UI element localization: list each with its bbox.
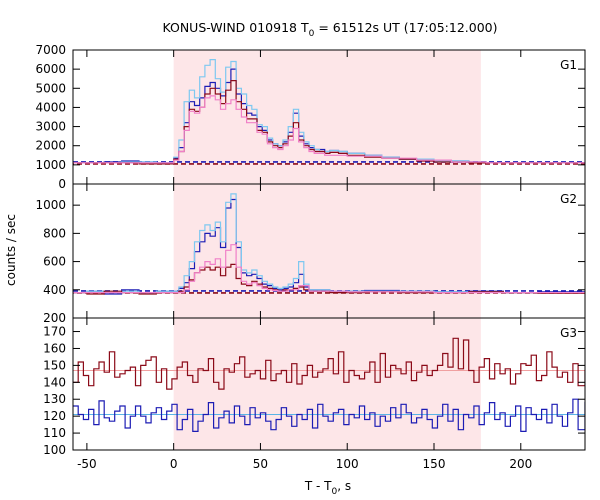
x-tick-label: -50 [77,457,97,471]
burst-interval-shading [173,318,481,450]
series-hard-red [73,337,585,390]
burst-interval-shading [173,184,481,318]
x-tick-label: 100 [336,457,359,471]
y-tick-label: 7000 [35,43,66,57]
y-tick-label: 3000 [35,120,66,134]
panel-label: G2 [560,192,577,206]
panel-label: G1 [560,58,577,72]
panels: 01000200030004000500060007000G1200400600… [35,43,586,471]
y-tick-label: 100 [43,443,66,457]
x-axis-label: T - T0, s [304,479,351,497]
x-tick-label: 0 [170,457,178,471]
figure-title: KONUS-WIND 010918 T0 = 61512s UT (17:05:… [162,20,497,39]
x-tick-label: 200 [509,457,532,471]
y-tick-label: 2000 [35,139,66,153]
x-tick-label: 50 [253,457,268,471]
y-tick-label: 400 [43,283,66,297]
y-tick-label: 5000 [35,81,66,95]
plot-area [73,193,585,295]
y-axis-label: counts / sec [4,214,18,286]
y-tick-label: 1000 [35,158,66,172]
y-tick-label: 0 [58,177,66,191]
plot-area [73,337,585,432]
series-total-dark [73,398,585,432]
y-tick-label: 130 [43,392,66,406]
y-tick-label: 120 [43,409,66,423]
series-soft-pink [73,95,585,164]
panel-g2: 200 400 600 800 1000 G2 [35,183,586,325]
y-tick-label: 150 [43,358,66,372]
panel-g3: 100 110 120 130 140 150 160 170 -50 0 50 100 150 200 G… [43,317,586,471]
y-tick-label: 110 [43,426,66,440]
y-tick-label: 600 [43,255,66,269]
y-tick-label: 140 [43,375,66,389]
y-tick-label: 170 [43,325,66,339]
y-tick-label: 1000 [35,198,66,212]
series-hard-red [73,80,585,165]
y-tick-label: 4000 [35,100,66,114]
y-tick-label: 6000 [35,62,66,76]
y-tick-label: 800 [43,226,66,240]
plot-area [73,59,585,165]
series-hard-red [73,263,585,295]
panel-label: G3 [560,326,577,340]
panel-g1: 0 1000 2000 3000 4000 5000 6000 7000 G1 [35,43,586,191]
y-tick-label: 160 [43,341,66,355]
x-tick-label: 150 [423,457,446,471]
series-soft-pink [73,244,585,294]
y-tick-label: 200 [43,311,66,325]
panel-frame [72,317,586,451]
